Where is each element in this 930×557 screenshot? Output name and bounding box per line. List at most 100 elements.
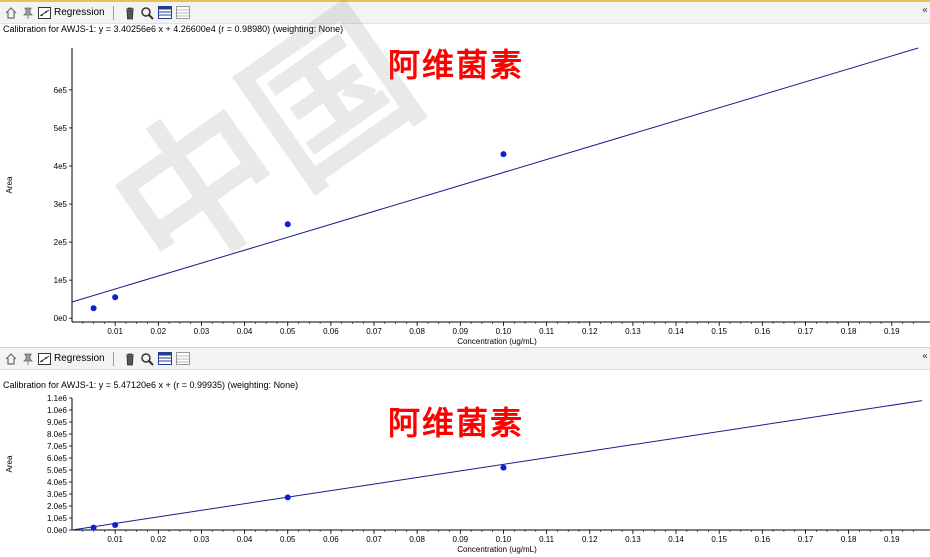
y-tick-label: 3e5 <box>54 200 68 209</box>
data-point <box>500 151 507 158</box>
home-icon[interactable] <box>4 350 18 368</box>
x-tick-label: 0.13 <box>625 327 641 336</box>
regression-label: Regression <box>54 7 105 18</box>
y-tick-label: 3.0e5 <box>47 490 68 499</box>
table-icon[interactable] <box>157 350 172 368</box>
x-tick-label: 0.09 <box>453 327 469 336</box>
x-tick-label: 0.19 <box>884 535 900 544</box>
regression-icon <box>38 352 51 365</box>
calibration-caption: Calibration for AWJS-1: y = 5.47120e6 x … <box>3 380 299 390</box>
x-tick-label: 0.14 <box>668 535 684 544</box>
regression-icon <box>38 6 51 19</box>
calibration-chart-2: 0.01 0.02 0.03 0.04 0.05 0.06 0.07 0.08 0.09 0.10… <box>5 394 930 554</box>
x-tick-label: 0.12 <box>582 327 598 336</box>
x-tick-label: 0.05 <box>280 327 296 336</box>
x-tick-label: 0.08 <box>409 535 425 544</box>
collapse-icon[interactable]: « <box>921 5 928 16</box>
table-icon[interactable] <box>157 4 172 22</box>
x-tick-label: 0.07 <box>366 327 382 336</box>
toolbar: Regression « <box>0 2 930 24</box>
x-axis-title: Concentration (ug/mL) <box>457 545 537 554</box>
data-point <box>112 521 119 528</box>
x-tick-label: 0.16 <box>755 327 771 336</box>
x-tick-label: 0.12 <box>582 535 598 544</box>
regression-line <box>71 400 923 531</box>
y-axis-title: Area <box>5 176 14 193</box>
toolbar: Regression « <box>0 348 930 370</box>
x-tick-label: 0.02 <box>151 535 167 544</box>
compound-name-overlay: 阿维菌素 <box>388 404 525 442</box>
y-tick-label: 1e5 <box>54 276 68 285</box>
x-tick-label: 0.11 <box>539 535 555 544</box>
list-icon[interactable] <box>175 4 190 22</box>
y-tick-label: 2.0e5 <box>47 502 68 511</box>
data-point <box>284 494 291 501</box>
y-tick-label: 5e5 <box>54 124 68 133</box>
x-tick-label: 0.01 <box>107 535 123 544</box>
x-tick-label: 0.15 <box>711 327 727 336</box>
data-point <box>500 464 507 471</box>
x-tick-label: 0.01 <box>107 327 123 336</box>
x-tick-label: 0.19 <box>884 327 900 336</box>
y-tick-label: 6e5 <box>54 86 68 95</box>
calibration-chart-1: 0.01 0.02 0.03 0.04 0.05 0.06 0.07 0.08 0.09 0.10… <box>5 47 930 346</box>
x-tick-label: 0.10 <box>496 535 512 544</box>
x-axis-title: Concentration (ug/mL) <box>457 337 537 346</box>
x-tick-label: 0.17 <box>798 327 814 336</box>
trash-icon[interactable] <box>124 4 136 22</box>
toolbar-separator <box>112 5 114 20</box>
regression-line <box>71 47 919 303</box>
compound-name-overlay: 阿维菌素 <box>388 46 525 84</box>
regression-label: Regression <box>54 353 105 364</box>
pin-icon[interactable] <box>22 4 34 22</box>
x-tick-label: 0.04 <box>237 327 253 336</box>
zoom-icon[interactable] <box>140 350 154 368</box>
regression-button[interactable]: Regression <box>38 350 105 368</box>
home-icon[interactable] <box>4 4 18 22</box>
y-tick-label: 8.0e5 <box>47 430 68 439</box>
x-tick-label: 0.13 <box>625 535 641 544</box>
y-tick-label: 5.0e5 <box>47 466 68 475</box>
data-point <box>90 524 97 531</box>
pin-icon[interactable] <box>22 350 34 368</box>
y-tick-label: 0e0 <box>54 314 68 323</box>
x-tick-label: 0.04 <box>237 535 253 544</box>
y-tick-label: 7.0e5 <box>47 442 68 451</box>
trash-icon[interactable] <box>124 350 136 368</box>
y-tick-label: 1.1e6 <box>47 394 68 403</box>
y-tick-label: 0.0e0 <box>47 526 68 535</box>
x-tick-label: 0.17 <box>798 535 814 544</box>
x-tick-label: 0.06 <box>323 535 339 544</box>
x-tick-label: 0.06 <box>323 327 339 336</box>
x-tick-label: 0.08 <box>409 327 425 336</box>
x-tick-label: 0.11 <box>539 327 555 336</box>
x-tick-label: 0.16 <box>755 535 771 544</box>
data-point <box>90 305 97 312</box>
x-tick-label: 0.10 <box>496 327 512 336</box>
x-tick-label: 0.18 <box>841 327 857 336</box>
x-tick-label: 0.02 <box>151 327 167 336</box>
list-icon[interactable] <box>175 350 190 368</box>
y-tick-label: 4e5 <box>54 162 68 171</box>
calibration-panel-1: Regression « Calibration for AWJS-1: y =… <box>0 0 930 346</box>
x-tick-label: 0.03 <box>194 327 210 336</box>
y-tick-label: 9.0e5 <box>47 418 68 427</box>
x-tick-label: 0.05 <box>280 535 296 544</box>
data-point <box>284 221 291 228</box>
y-tick-label: 6.0e5 <box>47 454 68 463</box>
x-tick-label: 0.14 <box>668 327 684 336</box>
x-tick-label: 0.18 <box>841 535 857 544</box>
regression-button[interactable]: Regression <box>38 4 105 22</box>
toolbar-separator <box>112 351 114 366</box>
x-tick-label: 0.03 <box>194 535 210 544</box>
x-tick-label: 0.15 <box>711 535 727 544</box>
zoom-icon[interactable] <box>140 4 154 22</box>
y-axis-title: Area <box>5 455 14 472</box>
y-tick-label: 1.0e5 <box>47 514 68 523</box>
y-tick-label: 1.0e6 <box>47 406 68 415</box>
data-point <box>112 294 119 301</box>
y-tick-label: 2e5 <box>54 238 68 247</box>
collapse-icon[interactable]: « <box>921 351 928 362</box>
x-tick-label: 0.07 <box>366 535 382 544</box>
calibration-panel-2: Regression « Calibration for AWJS-1: y =… <box>0 347 930 556</box>
